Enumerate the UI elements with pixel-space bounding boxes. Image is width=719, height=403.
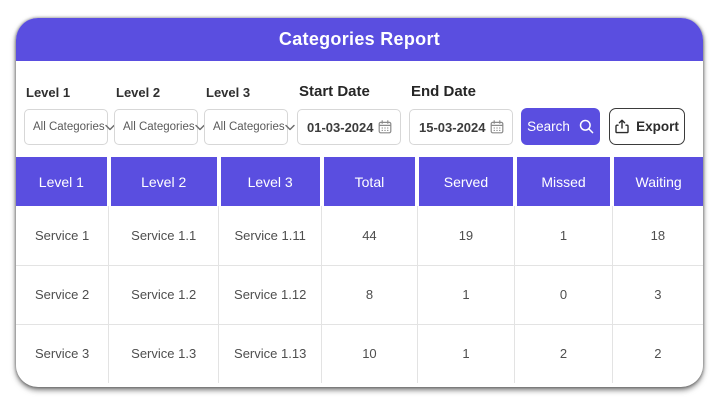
table-cell: 1 (417, 265, 516, 325)
column-header: Level 2 (108, 157, 221, 206)
column-header: Level 3 (218, 157, 324, 206)
table-cell: 8 (321, 265, 418, 325)
table-cell: Service 1.2 (108, 265, 220, 325)
table-cell: Service 3 (16, 324, 110, 383)
table-cell: Service 1.11 (218, 206, 323, 266)
export-button-label: Export (636, 119, 679, 134)
search-button[interactable]: Search (521, 108, 600, 145)
filter-group-level1: Level 1 All Categories (24, 85, 115, 145)
table-cell: 18 (612, 206, 703, 266)
table-cell: 1 (514, 206, 613, 266)
end-date-label: End Date (411, 83, 477, 100)
level1-label: Level 1 (26, 85, 71, 100)
level3-select-value: All Categories (213, 121, 285, 133)
filters-bar: Level 1 All Categories Level 2 All Categ… (16, 61, 703, 145)
search-button-label: Search (527, 119, 570, 134)
table-cell: Service 1.1 (108, 206, 220, 266)
filter-group-end-date: End Date 15-03-2024 (409, 83, 513, 145)
table-cell: Service 1.13 (218, 324, 323, 383)
level1-select[interactable]: All Categories (24, 109, 115, 145)
column-header: Waiting (612, 157, 703, 206)
table-cell: 2 (612, 324, 703, 383)
level2-select[interactable]: All Categories (114, 109, 205, 145)
search-icon (579, 119, 594, 134)
filter-group-start-date: Start Date 01-03-2024 (297, 83, 401, 145)
export-icon (615, 119, 629, 134)
table-header-row: Level 1 Level 2 Level 3 Total Served Missed Wa… (16, 157, 703, 206)
table-cell: Service 1 (16, 206, 110, 266)
table-cell: 2 (514, 324, 613, 383)
table-row: Service 1 Service 1.1 Service 1.11 44 19 1 18 (16, 206, 703, 266)
start-date-input[interactable]: 01-03-2024 (297, 109, 401, 145)
end-date-value: 15-03-2024 (419, 119, 486, 135)
export-button[interactable]: Export (609, 108, 685, 145)
table-row: Service 3 Service 1.3 Service 1.13 10 1 2 2 (16, 324, 703, 383)
table-cell: Service 1.12 (218, 265, 323, 325)
table-cell: 10 (321, 324, 418, 383)
chevron-down-icon (194, 124, 205, 131)
table-cell: 0 (514, 265, 613, 325)
column-header: Total (321, 157, 420, 206)
page-title-bar: Categories Report (16, 18, 703, 61)
level2-label: Level 2 (116, 85, 161, 100)
table-cell: Service 2 (16, 265, 110, 325)
level2-select-value: All Categories (123, 121, 195, 133)
chevron-down-icon (284, 124, 295, 131)
calendar-icon (378, 120, 392, 134)
table-cell: 3 (612, 265, 703, 325)
chevron-down-icon (104, 124, 115, 131)
table-cell: 19 (417, 206, 516, 266)
start-date-value: 01-03-2024 (307, 119, 374, 135)
calendar-icon (490, 120, 504, 134)
end-date-input[interactable]: 15-03-2024 (409, 109, 513, 145)
level3-select[interactable]: All Categories (204, 109, 295, 145)
level3-label: Level 3 (206, 85, 251, 100)
categories-table: Level 1 Level 2 Level 3 Total Served Missed Wa… (16, 157, 703, 383)
table-body: Service 1 Service 1.1 Service 1.11 44 19 1 18 S… (16, 206, 703, 383)
table-cell: 1 (417, 324, 516, 383)
filter-group-level2: Level 2 All Categories (114, 85, 205, 145)
table-cell: 44 (321, 206, 418, 266)
table-cell: Service 1.3 (108, 324, 220, 383)
column-header: Served (417, 157, 517, 206)
filter-group-level3: Level 3 All Categories (204, 85, 295, 145)
column-header: Level 1 (16, 157, 111, 206)
table-row: Service 2 Service 1.2 Service 1.12 8 1 0 3 (16, 265, 703, 325)
level1-select-value: All Categories (33, 121, 105, 133)
start-date-label: Start Date (299, 83, 370, 100)
categories-report-card: Categories Report Level 1 All Categories… (16, 18, 703, 387)
column-header: Missed (514, 157, 615, 206)
page-title: Categories Report (278, 29, 441, 49)
